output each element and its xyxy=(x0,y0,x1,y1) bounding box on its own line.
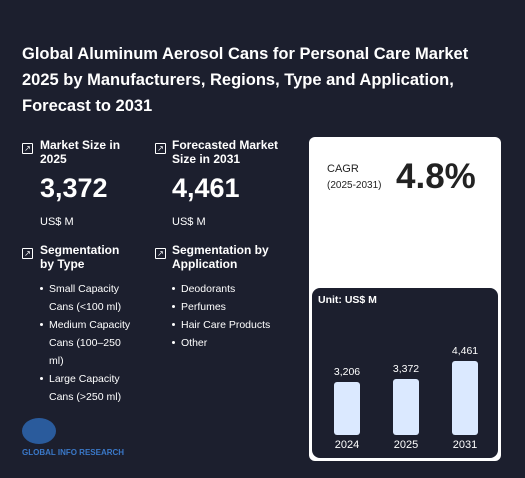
cagr-period: (2025-2031) xyxy=(327,180,382,191)
segment-item: Perfumes xyxy=(172,298,292,316)
x-tick-label: 2031 xyxy=(452,439,478,451)
unit-label: Unit: US$ M xyxy=(318,294,377,306)
logo-text: GLOBAL INFO RESEARCH xyxy=(22,448,125,457)
segment-item: Large Capacity Cans (>250 ml) xyxy=(40,370,132,406)
value-label: 3,372 xyxy=(392,363,420,376)
icon: ↗ xyxy=(155,248,166,259)
segment-item: Deodorants xyxy=(172,280,292,298)
segment-item: Medium Capacity Cans (100–250 ml) xyxy=(40,316,132,370)
value-label: 4,461 xyxy=(451,345,479,357)
cagr-value: 4.8% xyxy=(396,157,476,196)
stat-value: 3,372 xyxy=(40,173,108,203)
segment-item: Hair Care Products xyxy=(172,316,292,334)
stat-value: 4,461 xyxy=(172,173,240,203)
segment-item: Other xyxy=(172,334,292,352)
icon: ↗ xyxy=(22,143,33,154)
bar xyxy=(393,379,419,435)
stat-unit: US$ M xyxy=(40,216,74,228)
cagr-label: CAGR xyxy=(327,163,359,175)
x-tick-label: 2025 xyxy=(393,439,419,451)
x-tick-label: 2024 xyxy=(334,439,360,451)
icon: ↗ xyxy=(22,248,33,259)
stat-label: Market Size in 2025 xyxy=(40,138,121,166)
segment-item: Small Capacity Cans (<100 ml) xyxy=(40,280,132,316)
stat-unit: US$ M xyxy=(172,216,206,228)
segment-title: Segmentation by Application xyxy=(172,243,269,271)
segment-list: Deodorants Perfumes Hair Care Products Othe… xyxy=(172,280,292,352)
icon: ↗ xyxy=(155,143,166,154)
segment-list: Small Capacity Cans (<100 ml) Medium Capa… xyxy=(40,280,132,406)
bar xyxy=(334,381,360,435)
segment-title: Segmentation by Type xyxy=(40,243,120,271)
bar xyxy=(452,361,478,435)
value-label: 3,206 xyxy=(333,365,361,378)
stat-label: Forecasted Market Size in 2031 xyxy=(172,138,279,166)
logo-mark xyxy=(22,418,56,444)
title: Global Aluminum Aerosol Cans for Persona… xyxy=(22,45,469,115)
